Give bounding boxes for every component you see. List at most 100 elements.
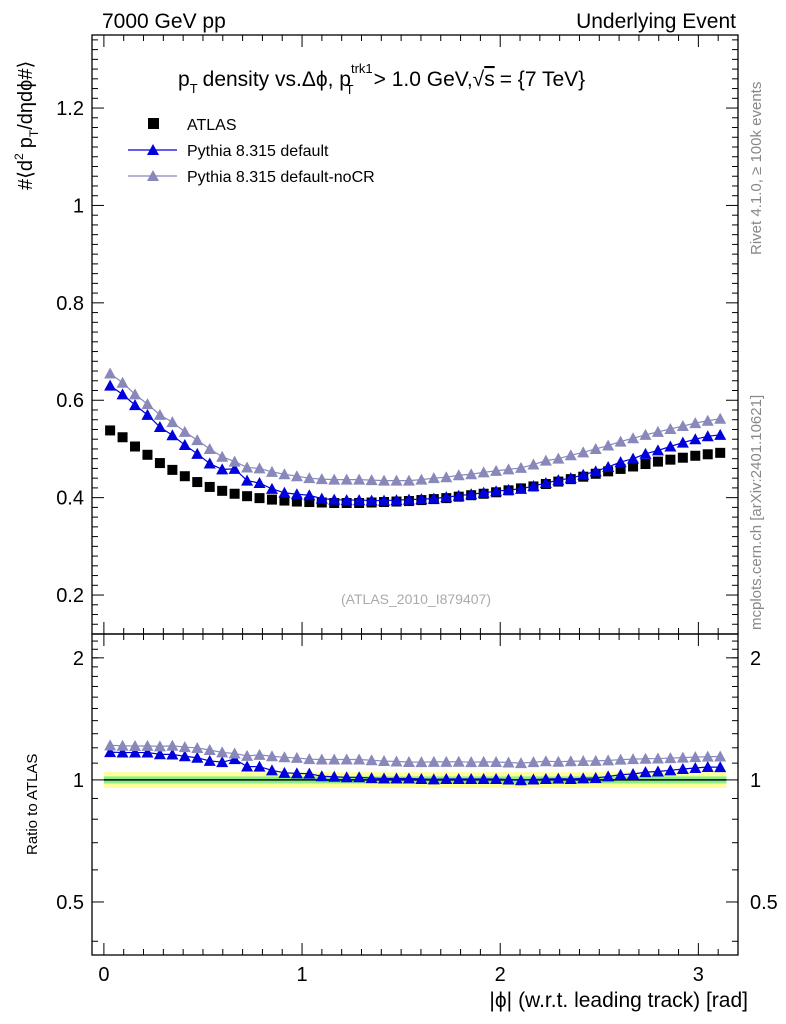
- nocr-ratio-point: [589, 754, 602, 766]
- nocr-ratio-point: [627, 753, 640, 765]
- default-data-point: [303, 489, 316, 501]
- atlas-data-point: [192, 477, 203, 488]
- default-data-point: [539, 477, 552, 489]
- nocr-ratio-point: [241, 749, 254, 761]
- default-ratio-point: [166, 748, 179, 760]
- nocr-data-point: [602, 439, 615, 451]
- xtick-label: 1: [296, 964, 307, 986]
- default-data-point: [253, 477, 266, 489]
- atlas-data-point: [652, 456, 663, 467]
- nocr-data-point: [153, 408, 166, 420]
- default-ratio-point: [178, 750, 191, 762]
- default-data-point: [116, 388, 129, 400]
- default-data-point: [353, 494, 366, 506]
- default-ratio-point: [502, 773, 515, 785]
- default-data-point: [228, 462, 241, 474]
- default-data-point: [178, 439, 191, 451]
- nocr-ratio-point: [676, 751, 689, 763]
- nocr-data-point: [589, 442, 602, 454]
- title-sup-trk1: trk1: [351, 61, 373, 76]
- main-series: [104, 367, 727, 508]
- ratio-series: [104, 739, 727, 786]
- nocr-ratio-point: [104, 739, 117, 751]
- default-ratio-point: [129, 746, 142, 758]
- atlas-data-point: [154, 458, 165, 469]
- nocr-data-point: [689, 417, 702, 429]
- nocr-ratio-point: [402, 756, 415, 768]
- mcplots-label: mcplots.cern.ch [arXiv:2401.10621]: [748, 395, 765, 630]
- nocr-data-point: [328, 473, 341, 485]
- default-data-point: [216, 463, 229, 475]
- default-ratio-point: [402, 772, 415, 784]
- default-ratio-point: [191, 751, 204, 763]
- nocr-ratio-point: [378, 755, 391, 767]
- default-data-point: [502, 483, 515, 495]
- atlas-data-point: [142, 449, 153, 460]
- default-ratio-point: [514, 774, 527, 786]
- default-data-point: [265, 482, 278, 494]
- nocr-ratio-point: [602, 754, 615, 766]
- atlas-data-point: [690, 450, 701, 461]
- ratio-ylabel: Ratio to ATLAS: [24, 754, 41, 855]
- legend-marker-default: [147, 144, 159, 155]
- nocr-ratio-point: [315, 753, 328, 765]
- default-ratio-point: [714, 761, 727, 773]
- title-tail: > 1.0 GeV,: [374, 68, 473, 91]
- default-data-point: [340, 494, 353, 506]
- default-data-point: [141, 408, 154, 420]
- nocr-ratio-point: [191, 741, 204, 753]
- xlabel-rest: (w.r.t. leading track) [rad]: [518, 989, 748, 1012]
- nocr-data-point: [315, 473, 328, 485]
- default-data-point: [564, 472, 577, 484]
- default-data-point: [651, 444, 664, 456]
- nocr-data-point: [465, 468, 478, 480]
- default-ratio-point: [552, 772, 565, 784]
- default-ratio-point: [141, 746, 154, 758]
- default-data-point: [191, 447, 204, 459]
- nocr-data-point: [502, 463, 515, 475]
- nocr-data-point: [365, 474, 378, 486]
- nocr-data-point: [427, 472, 440, 484]
- ratio-ytick-label-right: 1: [750, 770, 761, 792]
- default-ratio-point: [116, 746, 129, 758]
- default-data-point: [627, 452, 640, 464]
- nocr-ratio-point: [178, 741, 191, 753]
- default-data-point: [714, 428, 727, 440]
- nocr-data-point: [490, 464, 503, 476]
- atlas-data-point: [677, 452, 688, 463]
- nocr-data-point: [390, 474, 403, 486]
- default-ratio-point: [265, 764, 278, 776]
- nocr-data-point: [191, 434, 204, 446]
- default-data-point: [390, 494, 403, 506]
- default-data-point: [241, 474, 254, 486]
- atlas-data-point: [628, 461, 639, 472]
- main-ytick-label: 0.4: [56, 488, 84, 510]
- nocr-ratio-point: [701, 750, 714, 762]
- default-data-point: [415, 493, 428, 505]
- default-ratio-point: [539, 773, 552, 785]
- header-left: 7000 GeV pp: [102, 10, 226, 33]
- atlas-data-point: [665, 454, 676, 465]
- nocr-ratio-point: [166, 739, 179, 751]
- default-ratio-point: [564, 773, 577, 785]
- nocr-ratio-point: [689, 751, 702, 763]
- nocr-data-point: [477, 466, 490, 478]
- default-ratio-point: [465, 773, 478, 785]
- default-ratio-point: [527, 773, 540, 785]
- title-mid: density vs.Δϕ, p: [203, 68, 351, 91]
- nocr-ratio-point: [552, 755, 565, 767]
- nocr-data-point: [577, 446, 590, 458]
- ratio-ytick-label: 0.5: [56, 892, 84, 914]
- nocr-ratio-point: [539, 755, 552, 767]
- atlas-data-point: [242, 491, 253, 502]
- default-ratio-point: [440, 773, 453, 785]
- atlas-data-point: [229, 488, 240, 499]
- nocr-data-point: [253, 462, 266, 474]
- default-data-point: [490, 485, 503, 497]
- nocr-data-point: [303, 472, 316, 484]
- nocr-data-point: [714, 412, 727, 424]
- default-ratio-point: [216, 756, 229, 768]
- nocr-data-point: [353, 473, 366, 485]
- nocr-data-point: [539, 454, 552, 466]
- nocr-ratio-point: [664, 752, 677, 764]
